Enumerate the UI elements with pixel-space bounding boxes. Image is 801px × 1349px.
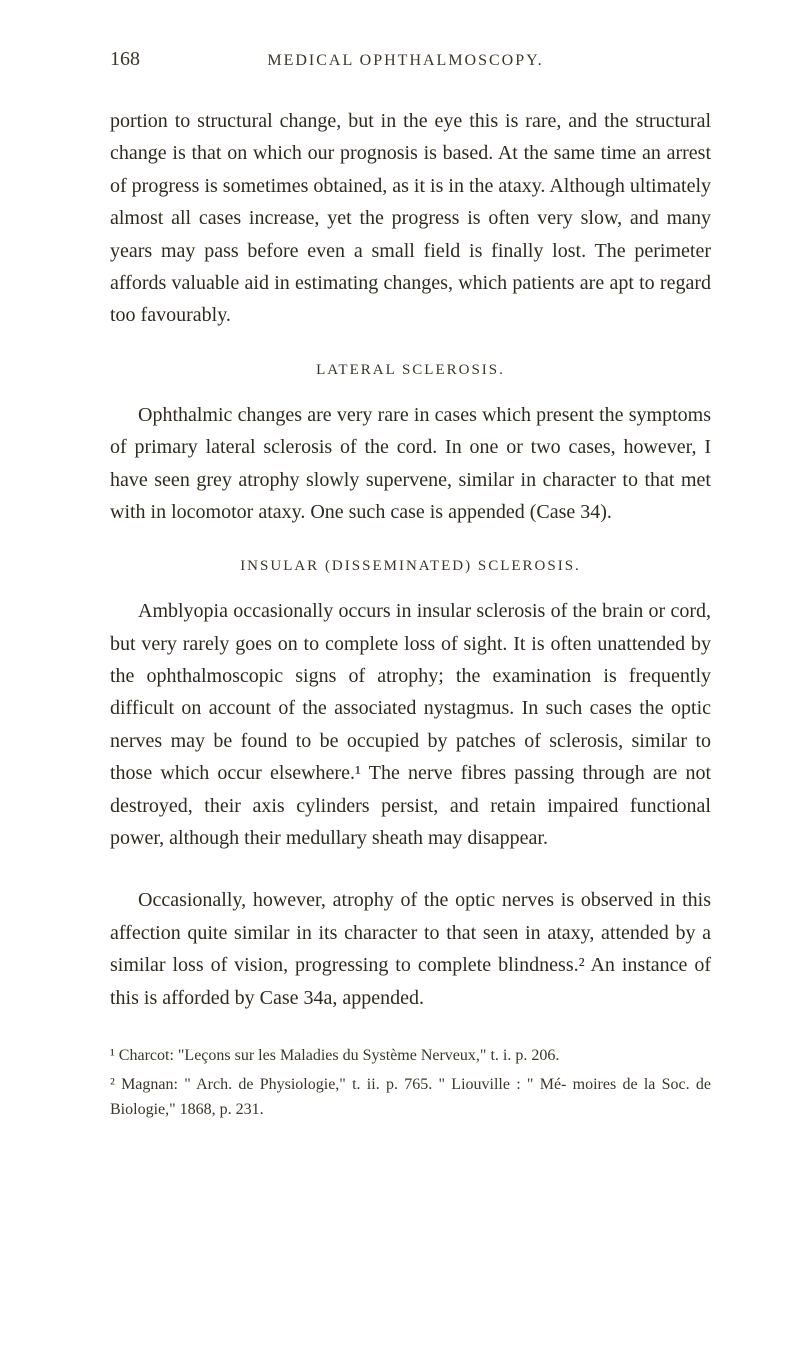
paragraph-4: Occasionally, however, atrophy of the op… xyxy=(110,884,711,1014)
footnote-2: ² Magnan: " Arch. de Physiologie," t. ii… xyxy=(110,1073,711,1123)
page-number: 168 xyxy=(110,48,140,71)
paragraph-2: Ophthalmic changes are very rare in case… xyxy=(110,399,711,529)
footnotes: ¹ Charcot: "Leçons sur les Maladies du S… xyxy=(110,1044,711,1122)
section-heading-insular: INSULAR (DISSEMINATED) SCLEROSIS. xyxy=(110,558,711,575)
paragraph-3: Amblyopia occasionally occurs in insular… xyxy=(110,595,711,854)
paragraph-1: portion to structural change, but in the… xyxy=(110,105,711,332)
footnote-1: ¹ Charcot: "Leçons sur les Maladies du S… xyxy=(110,1044,711,1069)
page-header: 168 MEDICAL OPHTHALMOSCOPY. xyxy=(110,48,711,71)
section-heading-lateral: LATERAL SCLEROSIS. xyxy=(110,362,711,379)
running-title: MEDICAL OPHTHALMOSCOPY. xyxy=(140,52,711,70)
